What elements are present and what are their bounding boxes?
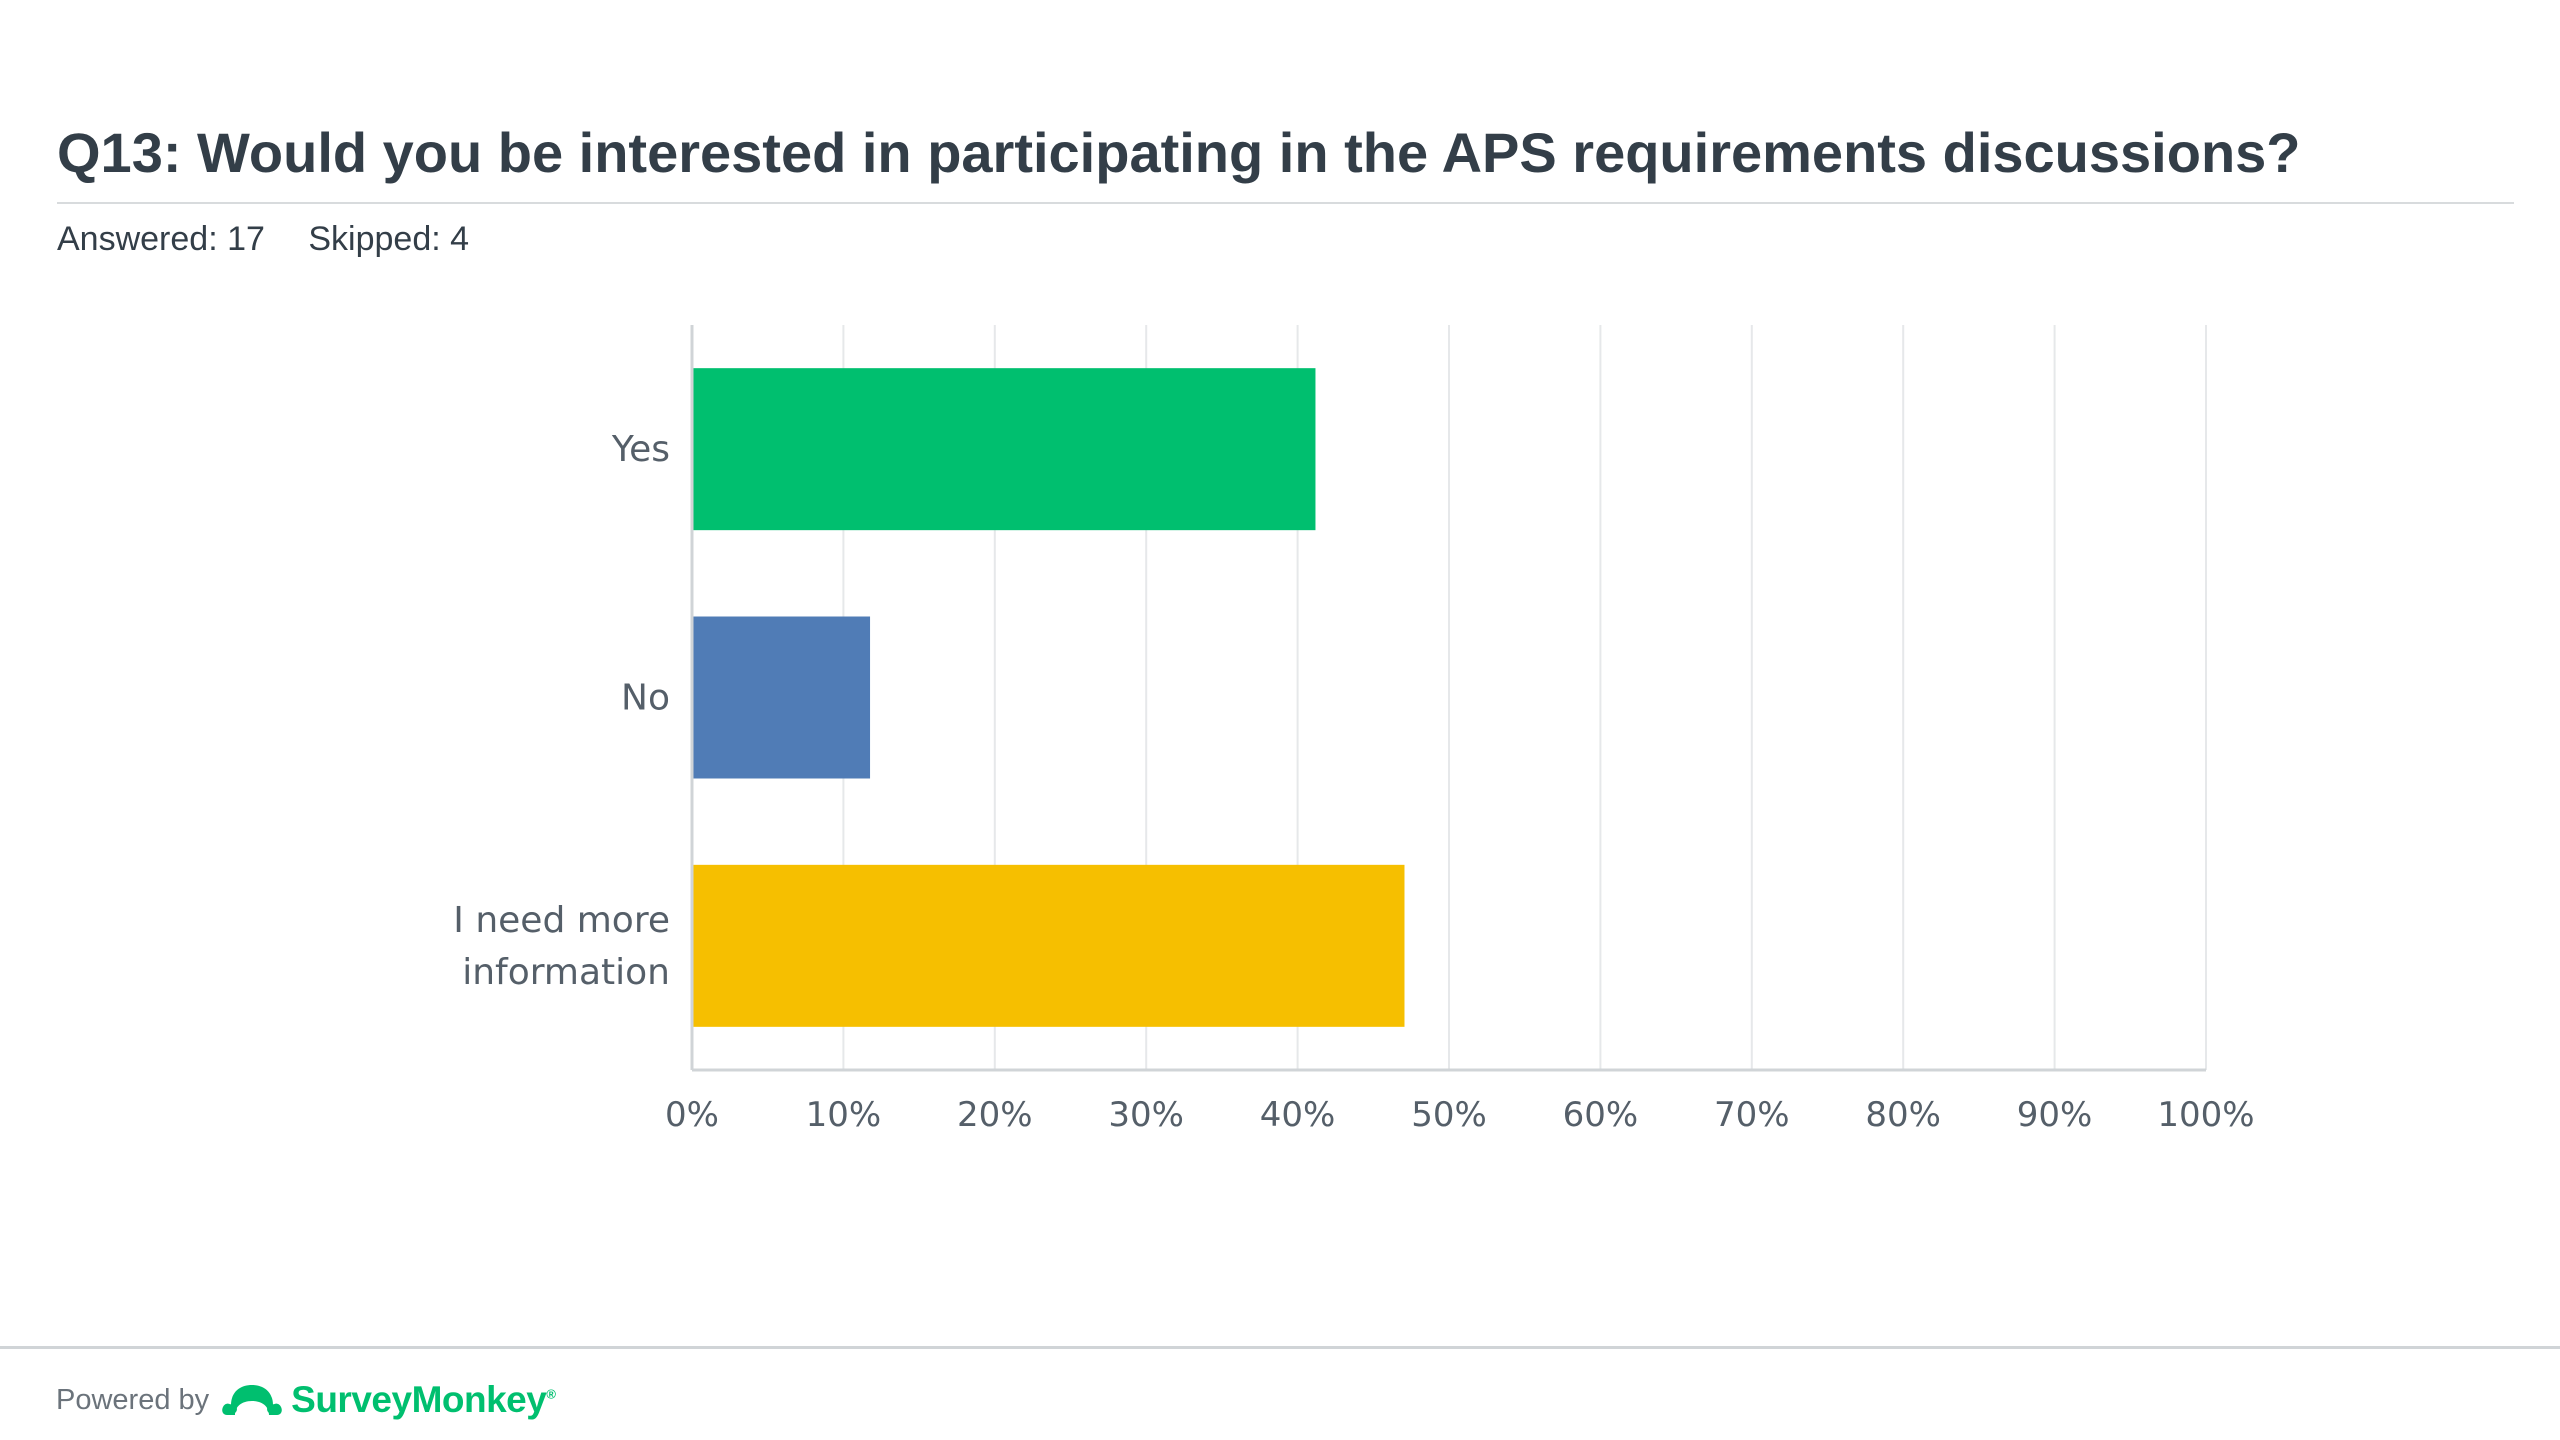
response-stats: Answered: 17 Skipped: 4: [57, 220, 503, 259]
x-tick-label: 80%: [1865, 1095, 1941, 1135]
x-tick-label: 60%: [1563, 1095, 1639, 1135]
brand-registered-mark: ®: [546, 1386, 556, 1402]
bar-chart: 0% 10% 20% 30% 40% 50% 60% 70% 80% 90% 100% Yes No I …: [453, 325, 2255, 1135]
surveymonkey-logo-icon[interactable]: [221, 1377, 283, 1423]
x-tick-label: 30%: [1108, 1095, 1184, 1135]
bar-yes: [692, 368, 1316, 531]
x-tick-label: 20%: [957, 1095, 1033, 1135]
x-tick-label: 40%: [1260, 1095, 1336, 1135]
x-tick-label: 100%: [2157, 1095, 2254, 1135]
x-tick-label: 10%: [806, 1095, 882, 1135]
footer: Powered by SurveyMonkey®: [56, 1370, 556, 1430]
bars: [692, 368, 1405, 1027]
labels: 0% 10% 20% 30% 40% 50% 60% 70% 80% 90% 100% Yes No I …: [453, 429, 2254, 1135]
bar-i-need-more-information: [692, 864, 1405, 1027]
axes: [690, 325, 2206, 1072]
footer-divider: [0, 1346, 2560, 1349]
answered-count: Answered: 17: [57, 220, 265, 258]
brand-text: SurveyMonkey: [291, 1379, 547, 1420]
category-label: Yes: [611, 429, 670, 470]
title-divider: [57, 202, 2514, 204]
brand-name[interactable]: SurveyMonkey®: [291, 1379, 556, 1421]
x-tick-label: 0%: [665, 1095, 719, 1135]
category-label: I need more information: [453, 900, 670, 993]
category-label: No: [621, 678, 670, 719]
skipped-count: Skipped: 4: [308, 220, 470, 258]
powered-by-label: Powered by: [56, 1383, 210, 1416]
bar-no: [692, 616, 871, 779]
question-title: Q13: Would you be interested in particip…: [57, 121, 2301, 184]
x-tick-label: 50%: [1411, 1095, 1487, 1135]
x-tick-label: 90%: [2017, 1095, 2093, 1135]
x-tick-label: 70%: [1714, 1095, 1790, 1135]
